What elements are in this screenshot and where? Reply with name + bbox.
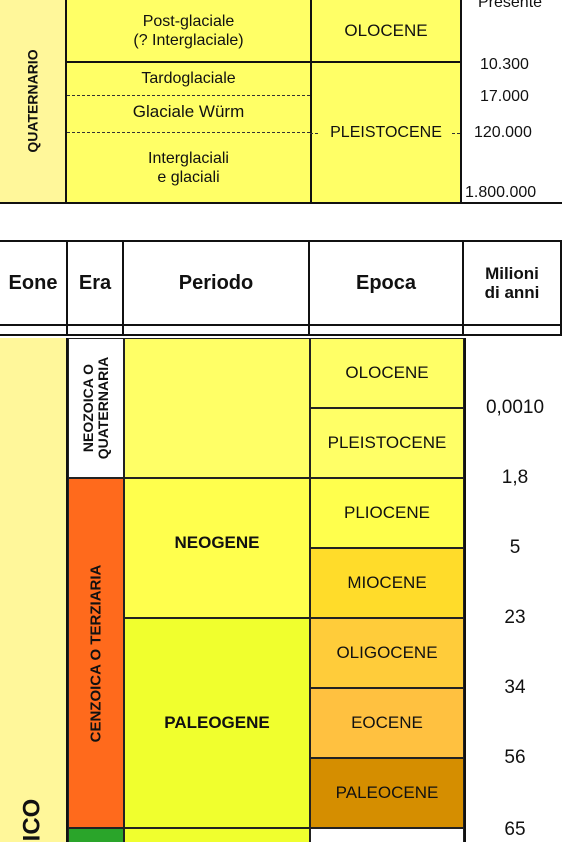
period-neogene-label: NEOGENE [174,533,260,552]
header-eone: Eone [8,271,58,294]
quaternary-table: QUATERNARIO Post-glaciale (? Interglacia… [0,0,562,205]
header-spacer [0,326,562,336]
header-milioni: Milioni di anni [484,264,540,302]
years-column [462,0,562,204]
age-1-8: 1,8 [501,467,529,488]
epoch-oligocene: OLIGOCENE [310,618,464,688]
header-sep-3 [308,240,310,326]
age-23: 23 [504,607,526,628]
period-paleogene: PALEOGENE [124,618,310,828]
quaternary-period-label: QUATERNARIO [24,49,41,153]
epoch-pliocene-label: PLIOCENE [344,503,430,522]
epoch-miocene: MIOCENE [310,548,464,618]
year-17000: 17.000 [480,88,529,105]
subdivision-interglacial: Interglaciali e glaciali [67,133,310,204]
header-sep-1 [66,240,68,326]
eon-label: ICO [17,798,45,842]
epoch-eocene-label: EOCENE [351,713,423,732]
top-epoch-pleistocene: PLEISTOCENE [310,63,462,204]
era-neozoic-label: NEOZOICA O QUATERNARIA [80,356,111,460]
period-quaternary-blank [124,338,310,478]
age-5: 5 [509,537,521,558]
header-sep-5 [560,240,562,326]
age-0-0010: 0,0010 [485,397,545,418]
epoch-eocene: EOCENE [310,688,464,758]
era-cenozoic-label: CENZOICA O TERZIARIA [87,564,105,742]
spacer-sep-2 [122,326,124,336]
year-120000: 120.000 [474,124,532,141]
epoch-pliocene: PLIOCENE [310,478,464,548]
age-34: 34 [504,677,526,698]
header-sep-4 [462,240,464,326]
quaternary-period-cell: QUATERNARIO [0,0,67,204]
header-era: Era [78,271,112,294]
header-row [0,240,562,326]
epoch-paleocene: PALEOCENE [310,758,464,828]
epoch-olocene: OLOCENE [310,338,464,408]
year-10300: 10.300 [480,56,529,73]
period-paleogene-label: PALEOGENE [164,713,270,732]
age-65: 65 [504,819,526,840]
dash-left [310,133,318,134]
year-1800000: 1.800.000 [465,184,537,201]
subdivision-tardoglacial: Tardoglaciale [67,63,310,96]
spacer-sep-3 [308,326,310,336]
period-next-start [124,828,310,842]
spacer-sep-1 [66,326,68,336]
spacer-sep-4 [462,326,464,336]
epoch-pleistocene: PLEISTOCENE [310,408,464,478]
dash-right [452,133,470,134]
year-present: Presente [478,0,543,11]
eon-label-cell: ICO [4,790,60,842]
header-epoca: Epoca [355,271,417,294]
era-mesozoic-start [68,828,124,842]
epoch-next-start [310,828,464,842]
spacer-sep-5 [560,326,562,336]
age-56: 56 [504,747,526,768]
epoch-miocene-label: MIOCENE [347,573,427,592]
header-sep-2 [122,240,124,326]
ages-column [464,338,562,842]
subdivision-wurm: Glaciale Würm [67,96,310,133]
era-cenozoic: CENZOICA O TERZIARIA [68,478,124,828]
epoch-olocene-label: OLOCENE [345,363,429,382]
epoch-paleocene-label: PALEOCENE [335,783,439,802]
era-neozoic: NEOZOICA O QUATERNARIA [68,338,124,478]
header-periodo: Periodo [178,271,254,294]
top-epoch-olocene: OLOCENE [310,0,462,63]
eon-cell [0,338,68,842]
subdivision-postglacial: Post-glaciale (? Interglaciale) [67,0,310,63]
epoch-oligocene-label: OLIGOCENE [336,643,438,662]
epoch-pleistocene-label: PLEISTOCENE [327,433,447,452]
period-neogene: NEOGENE [124,478,310,618]
